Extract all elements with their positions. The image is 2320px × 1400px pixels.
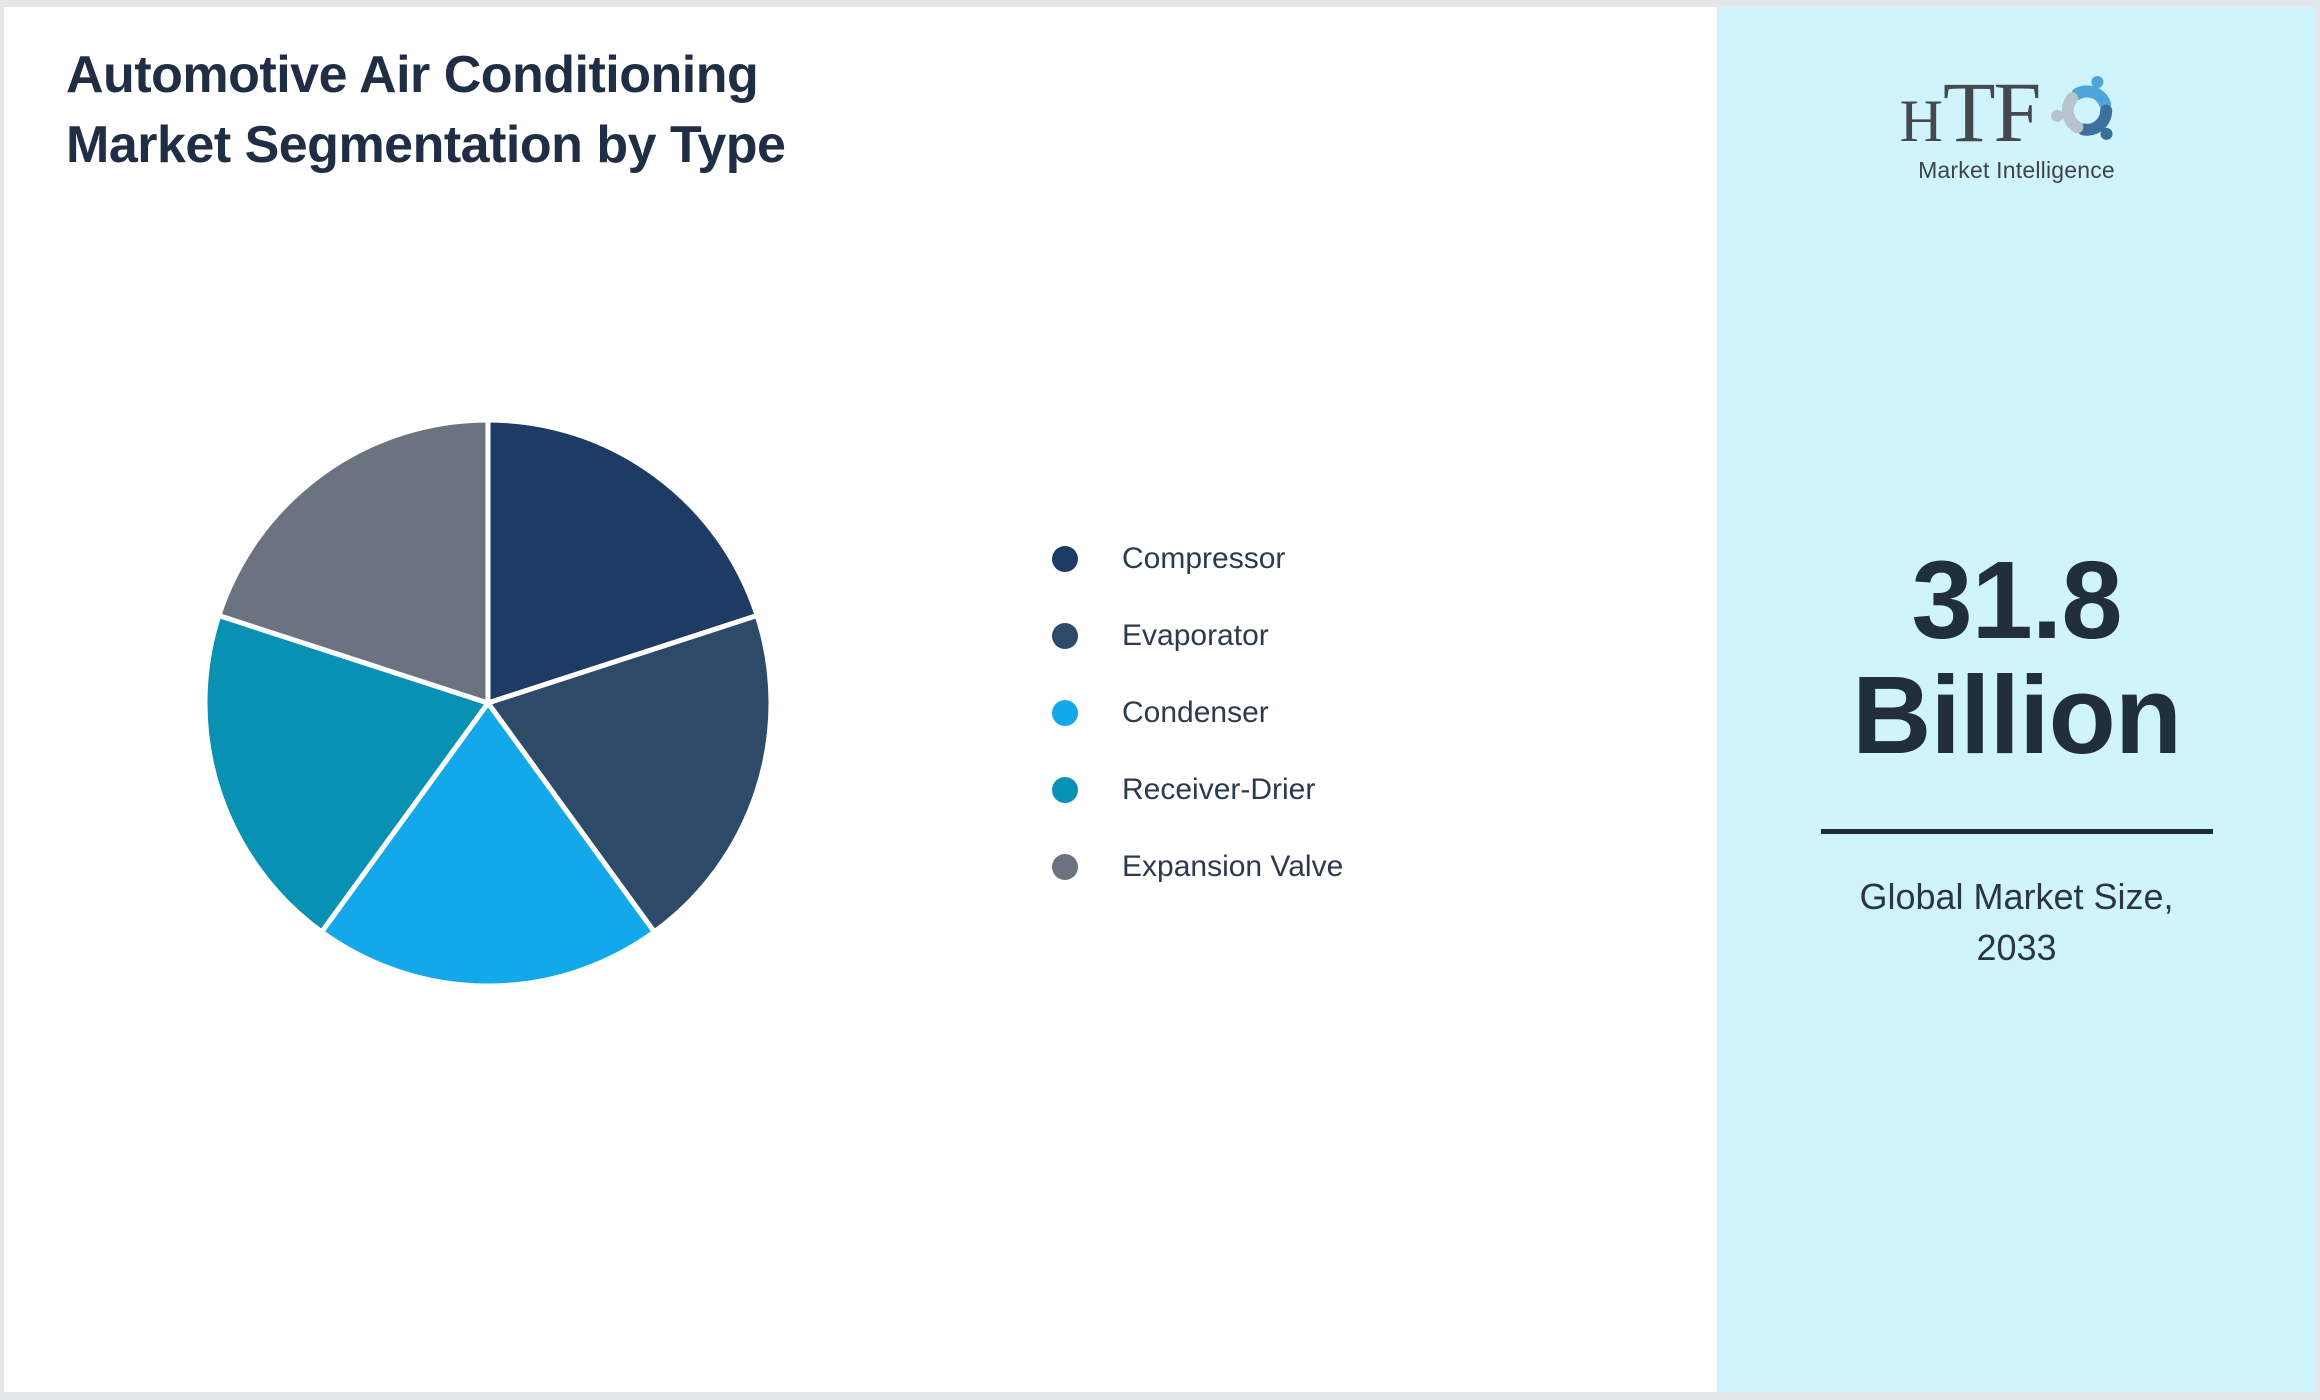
pie-slice-receiver-drier xyxy=(202,613,491,935)
pie-chart xyxy=(202,417,774,989)
legend-color-dot-icon xyxy=(1052,622,1078,649)
divider-line xyxy=(1820,829,2213,834)
page-title-line-1: Automotive Air Conditioning xyxy=(66,46,759,104)
page-title: Automotive Air Conditioning Market Segme… xyxy=(66,40,786,180)
market-size-caption: Global Market Size, 2033 xyxy=(1717,871,2316,973)
market-size-value: 31.8 Billion xyxy=(1717,543,2316,773)
legend-label: Receiver-Drier xyxy=(1122,772,1316,806)
htf-wordmark-tf: TF xyxy=(1942,64,2041,160)
pie-slice-compressor xyxy=(485,417,760,706)
legend-label: Expansion Valve xyxy=(1122,849,1344,883)
htf-logo-subtitle: Market Intelligence xyxy=(1918,157,2115,183)
legend-color-dot-icon xyxy=(1052,853,1078,880)
swirl-arc-steelblue xyxy=(2077,104,2113,136)
pie-slice-evaporator xyxy=(485,613,774,935)
market-size-caption-line-1: Global Market Size, xyxy=(1859,876,2174,917)
swirl-head-steelblue xyxy=(2100,127,2113,140)
swirl-arc-lightblue xyxy=(2071,85,2112,111)
legend-item-receiver-drier: Receiver-Drier xyxy=(1052,751,1343,828)
legend-label: Evaporator xyxy=(1122,618,1269,652)
swirl-head-lightblue xyxy=(2091,76,2104,89)
swirl-head-gray xyxy=(2051,109,2064,122)
legend-label: Condenser xyxy=(1122,695,1269,729)
htf-swirl-logo-icon xyxy=(2051,76,2113,140)
infographic-card: Automotive Air Conditioning Market Segme… xyxy=(4,7,2316,1392)
swirl-arc-gray xyxy=(2062,92,2084,134)
pie-slice-expansion-valve xyxy=(216,417,491,706)
legend-color-dot-icon xyxy=(1052,545,1078,572)
legend-color-dot-icon xyxy=(1052,699,1078,726)
market-size-unit: Billion xyxy=(1851,654,2182,777)
legend-color-dot-icon xyxy=(1052,776,1078,803)
legend-item-evaporator: Evaporator xyxy=(1052,597,1343,674)
legend-item-expansion-valve: Expansion Valve xyxy=(1052,828,1343,905)
market-size-number: 31.8 xyxy=(1911,539,2122,662)
htf-logo: HTF Market Intelligence xyxy=(1717,69,2316,184)
legend-item-compressor: Compressor xyxy=(1052,520,1343,597)
htf-wordmark: HTF xyxy=(1899,69,2042,155)
chart-legend: Compressor Evaporator Condenser Receiver-Dr… xyxy=(1052,520,1343,905)
htf-wordmark-h: H xyxy=(1899,88,1943,154)
market-size-caption-line-2: 2033 xyxy=(1976,927,2057,968)
pie-slice-condenser xyxy=(319,700,657,989)
legend-item-condenser: Condenser xyxy=(1052,674,1343,751)
page-title-line-2: Market Segmentation by Type xyxy=(66,116,786,174)
legend-label: Compressor xyxy=(1122,541,1286,575)
right-panel: HTF Market Intelligence 31.8 Billion xyxy=(1717,7,2316,1392)
htf-logo-row: HTF xyxy=(1900,69,2134,155)
